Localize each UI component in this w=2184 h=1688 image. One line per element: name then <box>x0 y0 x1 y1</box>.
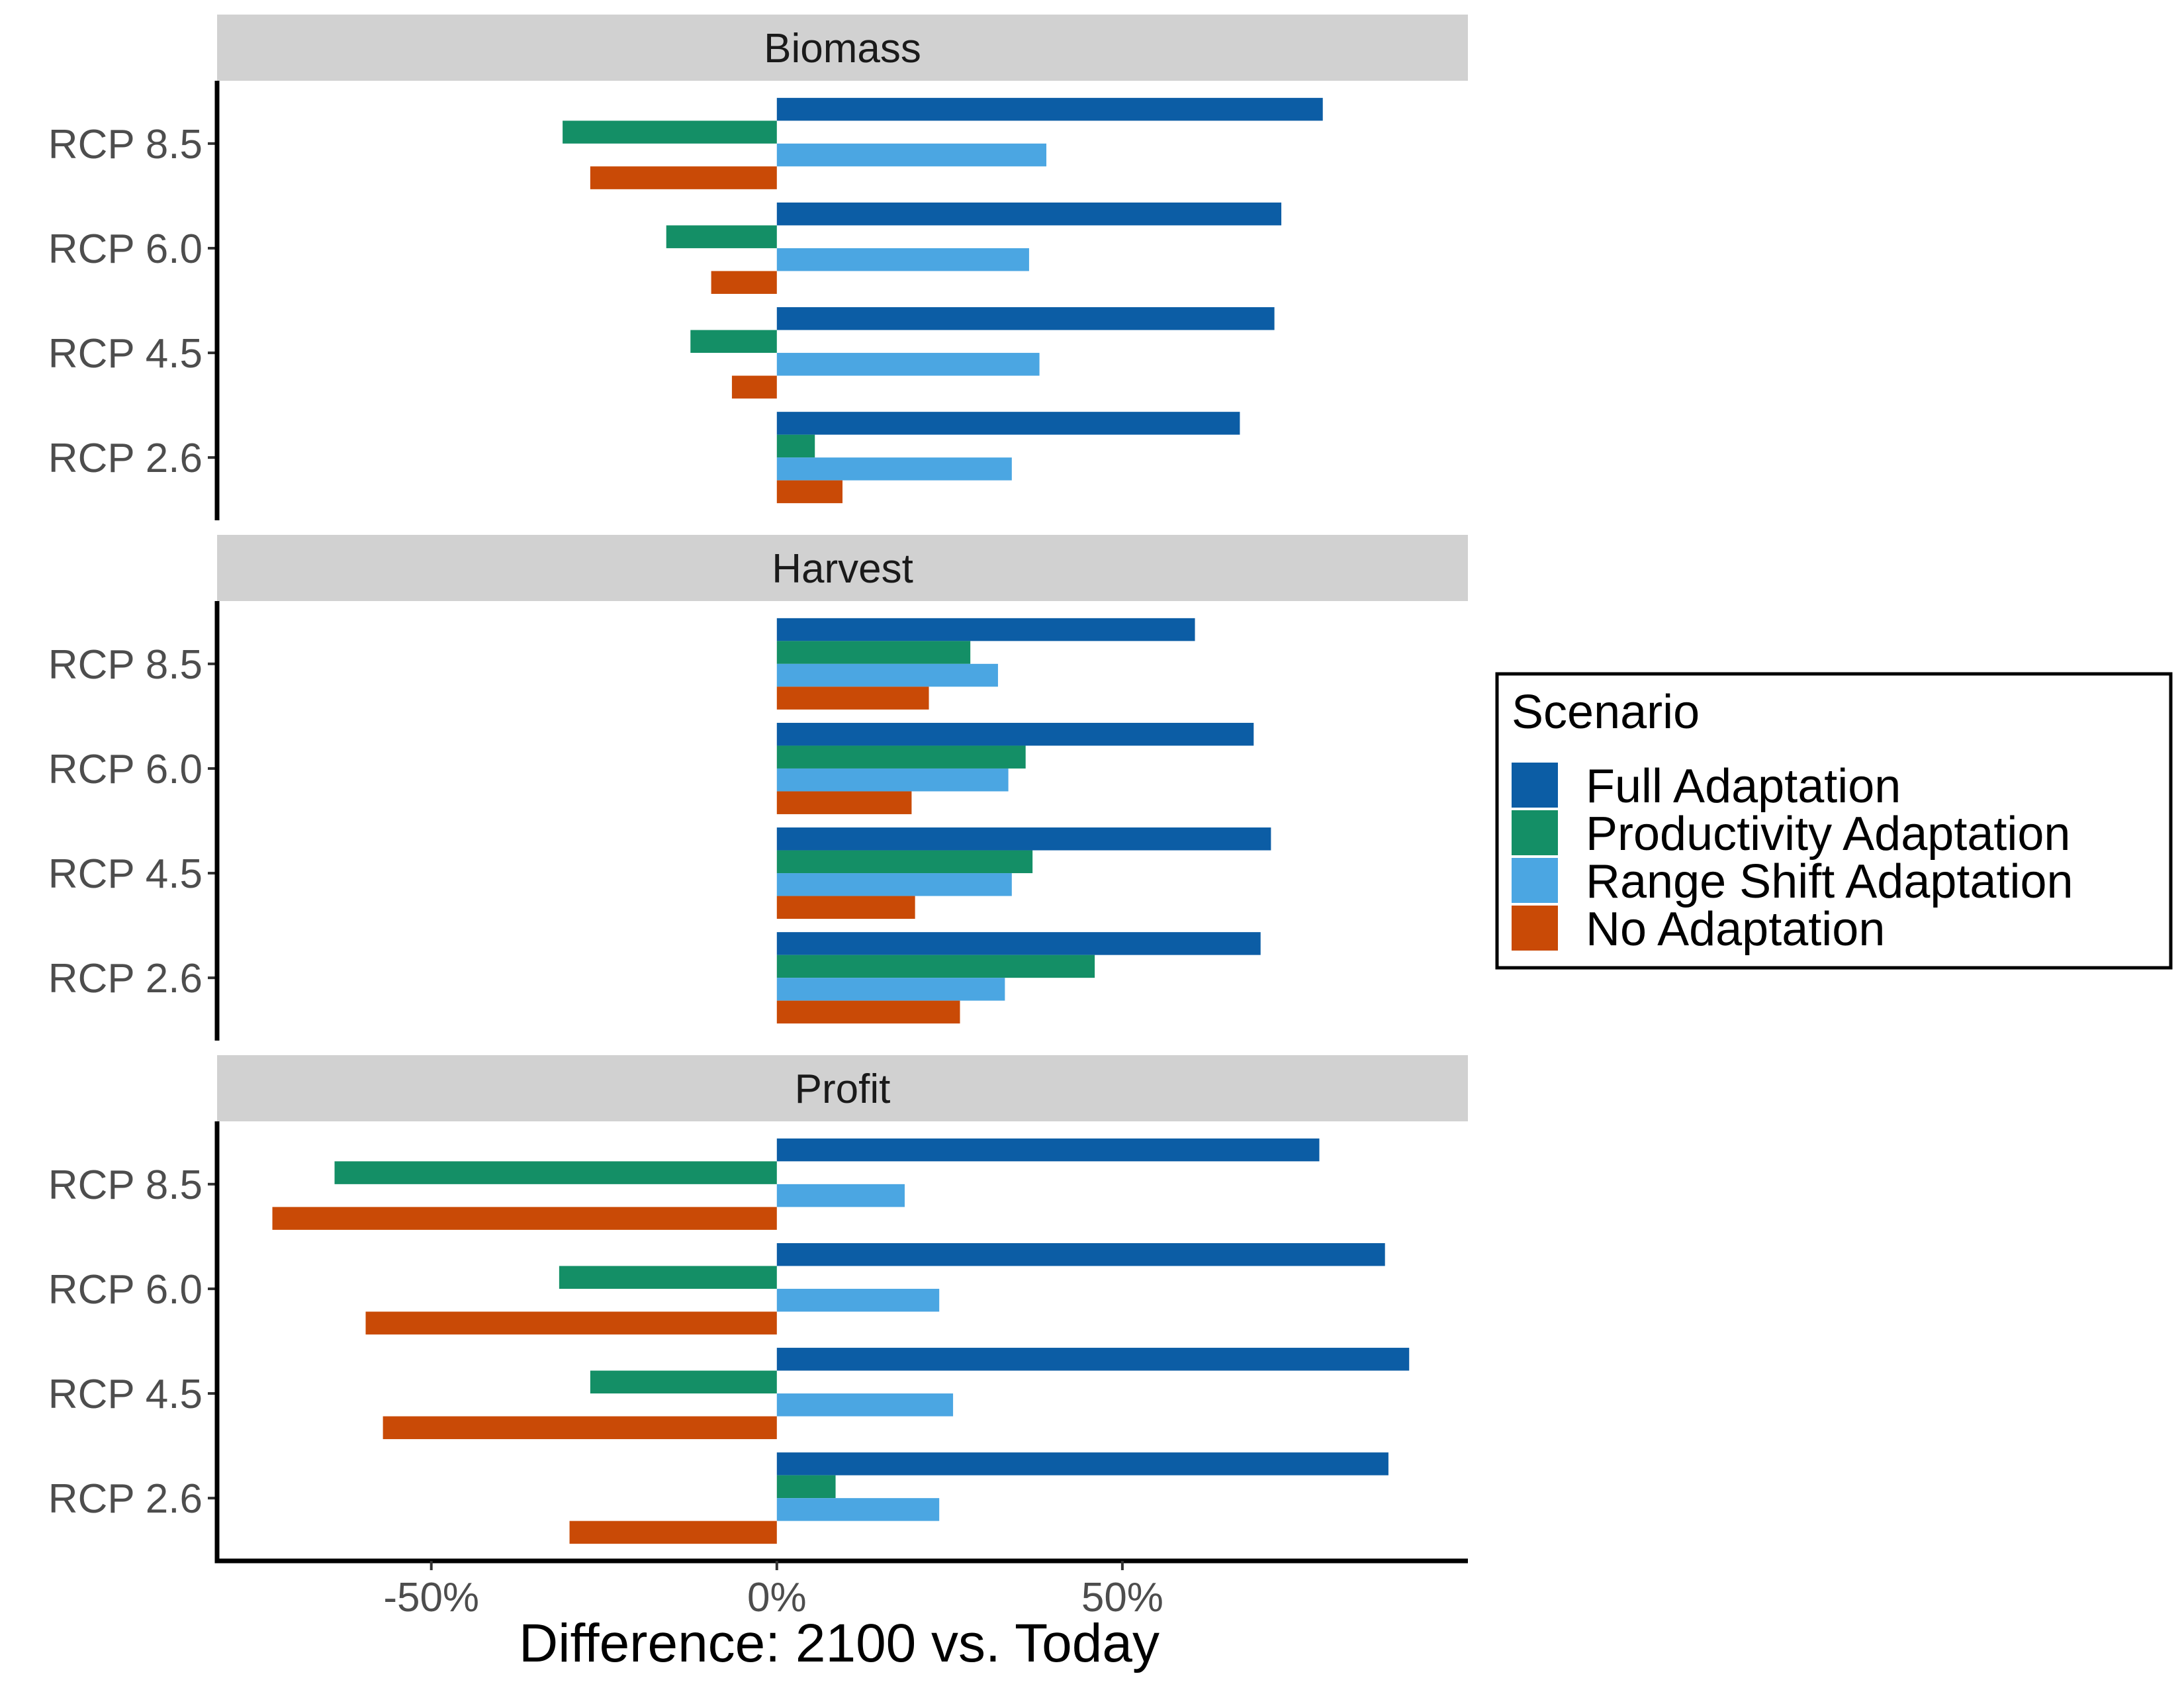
y-tick-label: RCP 6.0 <box>48 1267 203 1313</box>
legend-label: Productivity Adaptation <box>1586 808 2070 861</box>
y-tick-label: RCP 6.0 <box>48 226 203 272</box>
bar-profit-rcp-6-0-range-shift-adaptation <box>776 1288 940 1312</box>
panel-title: Harvest <box>772 546 913 592</box>
bar-biomass-rcp-8-5-full-adaptation <box>776 97 1323 121</box>
bar-profit-rcp-4-5-range-shift-adaptation <box>776 1393 954 1417</box>
x-tick-label: 0% <box>747 1575 807 1620</box>
bar-harvest-rcp-2-6-range-shift-adaptation <box>776 978 1005 1001</box>
bar-harvest-rcp-2-6-productivity-adaptation <box>776 955 1095 978</box>
bar-profit-rcp-4-5-full-adaptation <box>776 1348 1410 1371</box>
y-tick-label: RCP 2.6 <box>48 956 203 1002</box>
bar-profit-rcp-2-6-range-shift-adaptation <box>776 1498 940 1521</box>
bar-harvest-rcp-4-5-productivity-adaptation <box>776 850 1033 874</box>
bar-harvest-rcp-8-5-range-shift-adaptation <box>776 663 998 687</box>
bar-profit-rcp-6-0-full-adaptation <box>776 1243 1385 1266</box>
legend-item-productivity-adaptation: Productivity Adaptation <box>1512 808 2070 861</box>
bar-harvest-rcp-8-5-productivity-adaptation <box>776 641 971 664</box>
panel-strip <box>217 1055 1468 1121</box>
panel-title: Biomass <box>764 26 921 71</box>
bar-profit-rcp-2-6-no-adaptation <box>569 1521 777 1544</box>
legend-item-no-adaptation: No Adaptation <box>1512 903 1885 956</box>
bar-profit-rcp-2-6-full-adaptation <box>776 1452 1388 1476</box>
panel-harvest: Harvest RCP 2.6 RCP 4.5 RCP 6.0 RCP 8.5 <box>48 535 1468 1041</box>
bar-profit-rcp-8-5-productivity-adaptation <box>334 1161 777 1184</box>
bar-harvest-rcp-6-0-range-shift-adaptation <box>776 768 1009 792</box>
y-tick-label: RCP 4.5 <box>48 331 203 377</box>
legend-label: Range Shift Adaptation <box>1586 855 2073 908</box>
bar-profit-rcp-2-6-productivity-adaptation <box>776 1475 836 1499</box>
bar-harvest-rcp-6-0-no-adaptation <box>776 791 912 814</box>
bar-profit-rcp-8-5-full-adaptation <box>776 1138 1320 1162</box>
bar-harvest-rcp-2-6-full-adaptation <box>776 932 1261 955</box>
y-tick-label: RCP 8.5 <box>48 642 203 688</box>
bar-profit-rcp-6-0-no-adaptation <box>365 1311 777 1335</box>
bar-biomass-rcp-4-5-range-shift-adaptation <box>776 353 1040 376</box>
bar-biomass-rcp-8-5-no-adaptation <box>590 166 777 189</box>
bar-biomass-rcp-6-0-range-shift-adaptation <box>776 248 1029 271</box>
bar-biomass-rcp-6-0-productivity-adaptation <box>666 225 777 248</box>
legend-swatch <box>1512 858 1558 903</box>
y-tick-label: RCP 8.5 <box>48 122 203 167</box>
legend-swatch <box>1512 810 1558 855</box>
bar-harvest-rcp-4-5-range-shift-adaptation <box>776 873 1012 896</box>
bar-profit-rcp-8-5-range-shift-adaptation <box>776 1184 905 1207</box>
panel-biomass: Biomass RCP 2.6 RCP 4.5 RCP 6.0 RCP 8.5 <box>48 15 1468 520</box>
bar-harvest-rcp-6-0-productivity-adaptation <box>776 745 1026 769</box>
legend-item-range-shift-adaptation: Range Shift Adaptation <box>1512 855 2073 908</box>
legend-swatch <box>1512 763 1558 808</box>
bar-biomass-rcp-2-6-range-shift-adaptation <box>776 457 1012 481</box>
legend-box <box>1495 672 2173 970</box>
bar-harvest-rcp-8-5-full-adaptation <box>776 618 1195 641</box>
panel-strip <box>217 15 1468 81</box>
bar-biomass-rcp-2-6-full-adaptation <box>776 412 1240 435</box>
bar-harvest-rcp-2-6-no-adaptation <box>776 1000 960 1024</box>
bar-biomass-rcp-6-0-full-adaptation <box>776 202 1282 226</box>
y-tick-label: RCP 2.6 <box>48 436 203 481</box>
panel-strip <box>217 535 1468 601</box>
bar-biomass-rcp-6-0-no-adaptation <box>711 271 777 294</box>
bar-biomass-rcp-2-6-no-adaptation <box>776 480 842 504</box>
panel-title: Profit <box>795 1066 891 1112</box>
y-tick-label: RCP 4.5 <box>48 1372 203 1417</box>
bar-harvest-rcp-4-5-full-adaptation <box>776 827 1271 851</box>
bar-profit-rcp-8-5-no-adaptation <box>272 1207 777 1230</box>
x-axis: -50% 0% 50% <box>214 1558 1468 1620</box>
bar-biomass-rcp-8-5-productivity-adaptation <box>563 120 777 144</box>
bar-biomass-rcp-8-5-range-shift-adaptation <box>776 143 1047 167</box>
bar-harvest-rcp-8-5-no-adaptation <box>776 686 929 710</box>
bar-biomass-rcp-4-5-full-adaptation <box>776 307 1275 330</box>
legend-swatch <box>1512 906 1558 951</box>
legend-label: No Adaptation <box>1586 903 1885 956</box>
bar-harvest-rcp-4-5-no-adaptation <box>776 896 915 919</box>
x-tick-label: 50% <box>1081 1575 1163 1620</box>
y-tick-label: RCP 4.5 <box>48 851 203 897</box>
y-tick-label: RCP 6.0 <box>48 747 203 792</box>
legend-title: Scenario <box>1512 686 1700 739</box>
y-tick-label: RCP 8.5 <box>48 1162 203 1208</box>
panel-profit: Profit RCP 2.6 RCP 4.5 RCP 6.0 RCP 8.5 <box>48 1055 1468 1561</box>
x-axis-title: Difference: 2100 vs. Today <box>519 1613 1160 1673</box>
legend-label: Full Adaptation <box>1586 760 1901 813</box>
bar-biomass-rcp-2-6-productivity-adaptation <box>776 434 815 458</box>
bar-harvest-rcp-6-0-full-adaptation <box>776 722 1254 746</box>
bar-profit-rcp-4-5-no-adaptation <box>383 1416 777 1440</box>
y-tick-label: RCP 2.6 <box>48 1476 203 1522</box>
bar-profit-rcp-6-0-productivity-adaptation <box>559 1266 777 1289</box>
bar-biomass-rcp-4-5-no-adaptation <box>731 375 777 399</box>
x-tick-label: -50% <box>383 1575 479 1620</box>
legend-item-full-adaptation: Full Adaptation <box>1512 760 1901 813</box>
bar-biomass-rcp-4-5-productivity-adaptation <box>690 330 777 353</box>
bar-profit-rcp-4-5-productivity-adaptation <box>590 1370 777 1394</box>
